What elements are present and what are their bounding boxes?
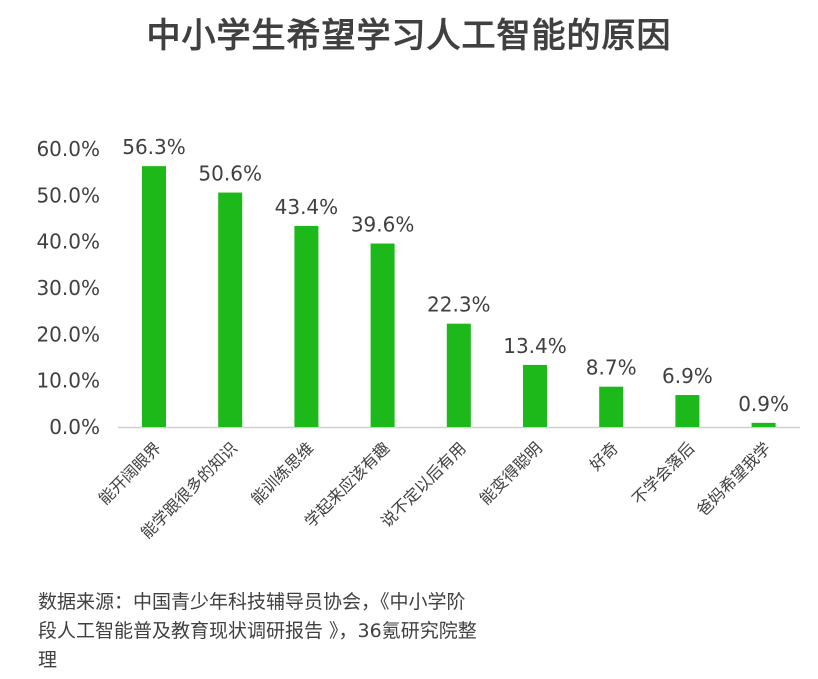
data-labels: 56.3% 50.6% 43.4% 39.6% 22.3% 13.4% 8.7% 6.9% 0.… <box>122 135 789 416</box>
y-tick-label: 0.0% <box>49 415 100 439</box>
data-label: 50.6% <box>198 162 262 186</box>
y-axis-labels: 0.0% 10.0% 20.0% 30.0% 40.0% 50.0% 60.0% <box>36 137 100 439</box>
y-tick-label: 20.0% <box>36 322 100 346</box>
data-label: 8.7% <box>586 356 637 380</box>
bar <box>523 364 547 427</box>
category-label: 爸妈希望我学 <box>693 438 774 519</box>
chart-title: 中小学生希望学习人工智能的原因 <box>146 16 672 56</box>
category-labels: 能开阔眼界能学跟很多的知识 能训练思维学起来应该有趣说不定以后有用 能变得聪明 好奇不… <box>95 438 775 542</box>
bar <box>446 323 471 427</box>
bar <box>294 225 319 427</box>
bar <box>218 192 243 427</box>
data-label: 22.3% <box>427 293 491 317</box>
category-label: 不学会落后 <box>628 438 698 508</box>
bar <box>675 395 700 427</box>
bars <box>142 166 776 428</box>
category-label: 能训练思维 <box>247 438 317 508</box>
y-tick-label: 50.0% <box>36 183 100 207</box>
bar-chart: 0.0% 10.0% 20.0% 30.0% 40.0% 50.0% 60.0% 56.3%… <box>36 135 800 542</box>
data-label: 56.3% <box>122 135 186 159</box>
data-label: 43.4% <box>275 195 339 219</box>
y-tick-label: 30.0% <box>36 276 100 300</box>
category-label: 能变得聪明 <box>476 438 546 508</box>
data-label: 39.6% <box>351 213 415 237</box>
data-label: 0.9% <box>738 392 789 416</box>
bar <box>370 243 395 427</box>
data-label: 6.9% <box>662 364 713 388</box>
bar <box>599 386 624 427</box>
y-tick-label: 10.0% <box>36 369 100 393</box>
bar <box>142 166 166 428</box>
y-tick-label: 40.0% <box>36 230 100 254</box>
source-note: 数据来源：中国青少年科技辅导员协会，《中小学阶段人工智能普及教育现状调研报告 》… <box>38 591 477 671</box>
bar <box>751 422 776 427</box>
data-label: 13.4% <box>503 334 567 358</box>
category-label: 好奇 <box>586 438 622 474</box>
category-label: 能开阔眼界 <box>95 438 165 508</box>
y-tick-label: 60.0% <box>36 137 100 161</box>
